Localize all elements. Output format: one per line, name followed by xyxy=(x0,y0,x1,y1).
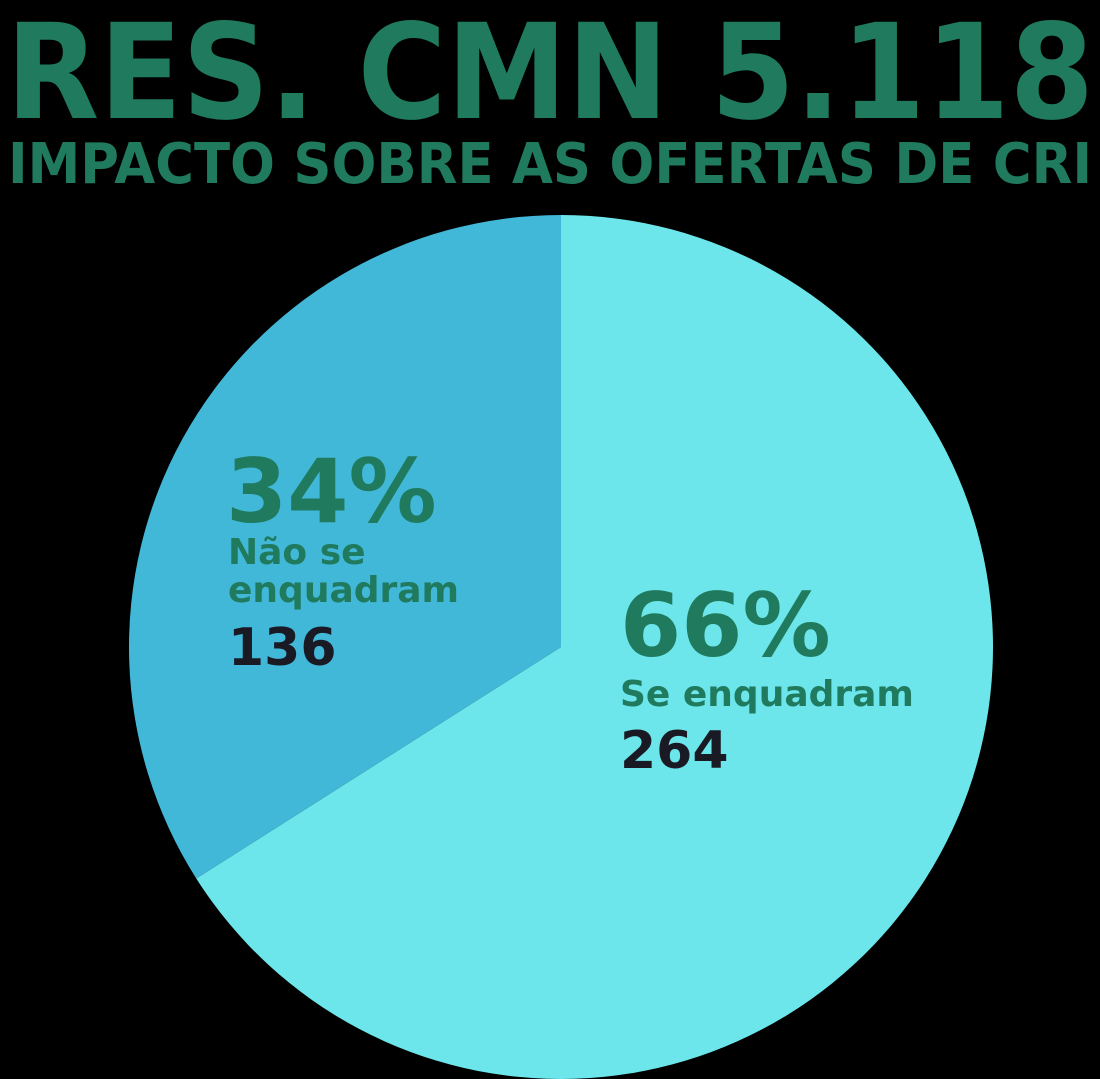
chart-title: RES. CMN 5.118 xyxy=(6,0,1094,150)
count-label: 136 xyxy=(228,618,337,678)
pie-slice xyxy=(196,215,993,1079)
category-label: Não se enquadram xyxy=(228,532,460,611)
pie xyxy=(129,215,993,1079)
value-label: 34% xyxy=(226,440,437,543)
pie-slice xyxy=(129,215,561,879)
category-label: Se enquadram xyxy=(620,674,914,715)
value-label: 66% xyxy=(620,574,831,677)
count-label: 264 xyxy=(620,721,729,781)
chart-subtitle: IMPACTO SOBRE AS OFERTAS DE CRI xyxy=(8,132,1092,197)
